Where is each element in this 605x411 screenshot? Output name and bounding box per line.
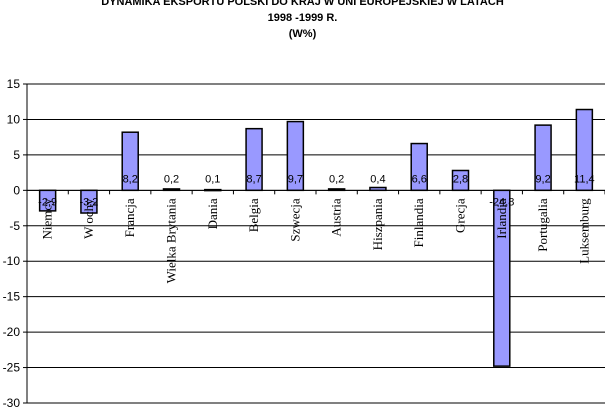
data-label: 8,2 bbox=[123, 173, 138, 185]
category-label: Szwecja bbox=[287, 198, 302, 242]
category-label: Luksemburg bbox=[576, 198, 591, 264]
y-tick-label: 15 bbox=[7, 77, 21, 91]
category-label: Finlandia bbox=[411, 198, 426, 247]
data-label: 0,1 bbox=[205, 173, 220, 185]
category-label: Portugalia bbox=[535, 198, 550, 252]
y-tick-label: -25 bbox=[3, 361, 21, 375]
data-label: -24,8 bbox=[489, 196, 514, 208]
y-tick-label: -15 bbox=[3, 290, 21, 304]
chart-title-line-2: 1998 -1999 R. bbox=[267, 12, 338, 24]
data-label: -2,9 bbox=[38, 196, 57, 208]
category-label: Austria bbox=[329, 198, 344, 237]
category-label: Francja bbox=[122, 198, 137, 237]
data-label: 2,8 bbox=[453, 173, 468, 185]
category-label: Dania bbox=[205, 198, 220, 229]
data-label: 0,2 bbox=[329, 173, 344, 185]
y-tick-label: -10 bbox=[3, 254, 21, 268]
category-label: Grecja bbox=[453, 198, 468, 233]
data-label: 9,2 bbox=[535, 173, 550, 185]
chart-title-line-3: (W%) bbox=[288, 28, 317, 40]
data-label: 6,6 bbox=[412, 173, 427, 185]
y-tick-label: 10 bbox=[7, 112, 21, 126]
category-label: Irlandia bbox=[494, 198, 509, 239]
chart-title: DYNAMIKA EKSPORTU POLSKI DO KRAJ W UNI E… bbox=[0, 0, 605, 42]
category-label: Hiszpania bbox=[370, 198, 385, 250]
data-label: 0,4 bbox=[370, 173, 385, 185]
data-label: 11,4 bbox=[574, 173, 595, 185]
data-label: 0,2 bbox=[164, 173, 179, 185]
y-tick-label: -20 bbox=[3, 325, 21, 339]
category-label: Belgia bbox=[246, 198, 261, 232]
category-label: Niemcy bbox=[40, 198, 55, 240]
y-tick-label: 5 bbox=[13, 148, 20, 162]
y-tick-label: 0 bbox=[13, 183, 20, 197]
data-label: 9,7 bbox=[288, 173, 303, 185]
chart-title-line-1: DYNAMIKA EKSPORTU POLSKI DO KRAJ W UNI E… bbox=[101, 0, 504, 8]
data-label: 8,7 bbox=[246, 173, 261, 185]
data-label: -3,2 bbox=[79, 196, 98, 208]
y-tick-label: -5 bbox=[9, 219, 20, 233]
category-label: W ochy bbox=[81, 198, 96, 239]
y-tick-label: -30 bbox=[3, 396, 21, 410]
category-label: Wielka Brytania bbox=[164, 198, 179, 283]
